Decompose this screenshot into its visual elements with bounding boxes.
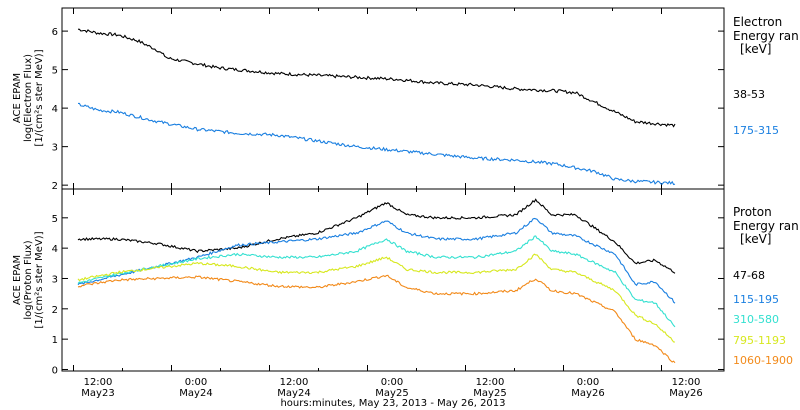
electron-panel-frame	[61, 7, 725, 190]
electron-ytick-label-0: 2	[52, 181, 58, 192]
x-tick-date-1: May24	[179, 388, 212, 399]
electron-series	[77, 28, 676, 186]
proton-series	[77, 198, 676, 364]
electron-ylabel-line3: [1/(cm²s ster MeV)]	[34, 49, 45, 146]
electron-ytick-label-4: 6	[52, 27, 58, 38]
proton-axis-ticks: 0 1 2 3 4 5	[52, 189, 724, 376]
x-tick-date-3: May25	[375, 388, 408, 399]
proton-legend-entry-2: 115-195	[733, 293, 779, 306]
proton-legend-entry-5: 1060-1900	[733, 354, 793, 367]
electron-series-line-1	[77, 28, 676, 128]
x-tick-time-6: 12:00	[672, 377, 701, 388]
proton-legend-entry-4: 795-1193	[733, 334, 786, 347]
proton-ytick-label-2: 2	[52, 305, 58, 316]
x-tick-time-5: 0:00	[577, 377, 599, 388]
proton-ylabel-line3: [1/(cm²s ster MeV)]	[34, 231, 45, 328]
x-tick-time-1: 0:00	[185, 377, 207, 388]
proton-legend-unit: [keV]	[740, 232, 771, 246]
proton-series-line-3	[77, 235, 676, 328]
x-axis-label: hours:minutes, May 23, 2013 - May 26, 20…	[280, 398, 505, 409]
electron-ylabel-line1: ACE EPAM	[12, 73, 23, 123]
electron-series-line-2	[78, 102, 676, 186]
proton-ytick-label-0: 0	[52, 365, 58, 376]
electron-legend-entry-2: 175-315	[733, 124, 779, 137]
electron-ytick-label-2: 4	[52, 104, 58, 115]
proton-legend-energy: Energy ran	[733, 219, 799, 233]
proton-panel-frame	[61, 188, 725, 372]
proton-legend-title: Proton	[733, 205, 772, 219]
electron-legend-title: Electron	[733, 15, 782, 29]
x-tick-time-3: 0:00	[381, 377, 403, 388]
proton-series-line-5	[77, 274, 676, 364]
electron-legend-unit: [keV]	[740, 42, 771, 56]
proton-legend-entry-3: 310-580	[733, 313, 779, 326]
proton-series-line-2	[77, 217, 676, 304]
electron-axis-ticks: 2 3 4 5 6	[52, 8, 724, 192]
x-tick-time-2: 12:00	[280, 377, 309, 388]
x-tick-time-0: 12:00	[84, 377, 113, 388]
proton-ytick-label-3: 3	[52, 274, 58, 285]
electron-legend-energy: Energy ran	[733, 29, 799, 43]
x-tick-date-2: May24	[277, 388, 310, 399]
electron-ylabel-line2: log(Electron Flux)	[23, 54, 34, 142]
electron-ytick-label-1: 3	[52, 143, 58, 154]
x-tick-date-0: May23	[81, 388, 114, 399]
proton-ytick-label-4: 4	[52, 244, 58, 255]
electron-legend-entry-1: 38-53	[733, 88, 765, 101]
proton-legend-entry-1: 47-68	[733, 269, 765, 282]
x-tick-time-4: 12:00	[476, 377, 505, 388]
x-tick-date-5: May26	[571, 388, 604, 399]
x-axis-ticks: 12:00May230:00May2412:00May240:00May2512…	[81, 377, 702, 399]
x-tick-date-4: May25	[473, 388, 506, 399]
proton-ytick-label-5: 5	[52, 214, 58, 225]
proton-ylabel-line2: log(Proton Flux)	[23, 240, 34, 319]
proton-series-line-4	[77, 253, 675, 343]
proton-ylabel-line1: ACE EPAM	[12, 255, 23, 305]
x-tick-date-6: May26	[669, 388, 702, 399]
electron-ytick-label-3: 5	[52, 66, 58, 77]
proton-ytick-label-1: 1	[52, 335, 58, 346]
proton-series-line-1	[77, 198, 676, 274]
